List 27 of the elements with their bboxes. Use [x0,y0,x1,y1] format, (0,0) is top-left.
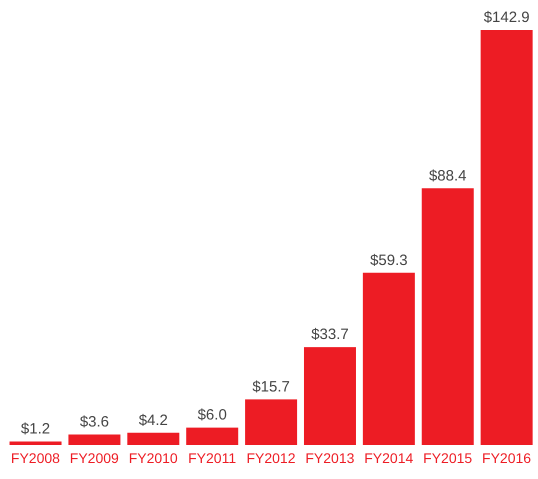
x-tick-label: FY2016 [482,450,532,466]
x-tick-label: FY2013 [305,450,355,466]
data-label: $88.4 [428,167,467,184]
x-tick-label: FY2011 [188,450,236,466]
data-label: $33.7 [311,326,349,344]
x-tick-label: FY2010 [128,450,178,466]
data-label: $4.2 [138,412,168,429]
bar [480,30,533,445]
data-label: $1.2 [20,420,50,438]
bar [245,399,298,445]
bar [127,432,180,445]
x-tick-label: FY2012 [246,450,296,466]
bar [422,188,474,445]
data-label: $142.9 [484,9,530,26]
x-tick-label: FY2015 [423,450,472,466]
data-label: $59.3 [370,252,408,269]
data-label: $6.0 [198,406,227,424]
x-tick-label: FY2008 [10,450,60,466]
x-tick-label: FY2009 [70,450,120,466]
x-tick-label: FY2014 [364,450,414,466]
bar [10,442,62,445]
data-label: $15.7 [252,378,290,396]
bar [304,347,356,445]
bar [362,272,415,445]
bar [186,428,238,445]
bar [68,434,120,445]
data-label: $3.6 [80,414,110,431]
